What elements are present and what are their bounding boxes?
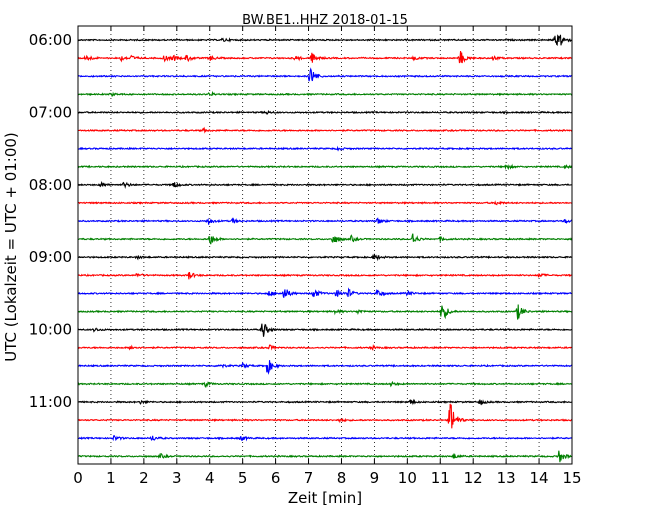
trace-row	[77, 126, 573, 134]
y-tick-label: 10:00	[29, 321, 72, 339]
trace-row	[77, 109, 573, 115]
trace-rows	[77, 34, 573, 463]
x-tick-label: 1	[106, 469, 116, 487]
trace-row	[77, 403, 573, 429]
y-tick-label: 06:00	[29, 31, 72, 49]
y-tick-label: 11:00	[29, 393, 72, 411]
x-tick-label: 11	[431, 469, 450, 487]
y-axis-ticks: 06:00 07:00 08:00 09:00 10:00 11:00	[29, 31, 83, 411]
trace-row	[77, 163, 573, 171]
trace-row	[77, 271, 572, 280]
y-tick-label: 08:00	[29, 176, 72, 194]
trace-row	[77, 380, 573, 389]
x-tick-label: 0	[73, 469, 83, 487]
trace-row	[77, 34, 573, 47]
x-tick-label: 5	[238, 469, 248, 487]
x-tick-label: 12	[464, 469, 483, 487]
trace-row	[77, 217, 573, 225]
x-tick-label: 2	[139, 469, 149, 487]
y-tick-label: 07:00	[29, 103, 72, 121]
x-tick-label: 3	[172, 469, 182, 487]
y-axis-label: UTC (Lokalzeit = UTC + 01:00)	[2, 132, 20, 362]
x-tick-label: 7	[304, 469, 314, 487]
trace-row	[77, 233, 573, 245]
trace-row	[77, 67, 573, 82]
trace-row	[77, 398, 573, 406]
trace-row	[77, 434, 573, 442]
x-tick-label: 14	[530, 469, 549, 487]
trace-row	[77, 287, 573, 298]
x-tick-label: 8	[337, 469, 347, 487]
x-tick-label: 9	[370, 469, 380, 487]
y-tick-label: 09:00	[29, 248, 72, 266]
plot-frame	[77, 25, 573, 465]
x-axis-label: Zeit [min]	[288, 489, 362, 507]
chart-title: BW.BE1..HHZ 2018-01-15	[242, 13, 408, 28]
x-axis-ticks: 0 1 2 3 4 5 6 7 8 9 10 11 12 13 14 15	[73, 26, 582, 487]
trace-row	[77, 200, 573, 206]
trace-row	[77, 180, 573, 189]
trace-row	[77, 360, 573, 375]
trace-row	[77, 51, 573, 64]
trace-row	[77, 323, 573, 337]
trace-row	[77, 90, 573, 97]
trace-row	[77, 304, 573, 320]
x-tick-label: 10	[398, 469, 417, 487]
x-tick-label: 13	[497, 469, 516, 487]
x-tick-label: 15	[562, 469, 581, 487]
trace-row	[77, 145, 573, 152]
trace-row	[77, 450, 573, 463]
x-tick-label: 6	[271, 469, 281, 487]
trace-row	[77, 344, 573, 351]
x-tick-label: 4	[205, 469, 215, 487]
trace-row	[77, 253, 573, 262]
